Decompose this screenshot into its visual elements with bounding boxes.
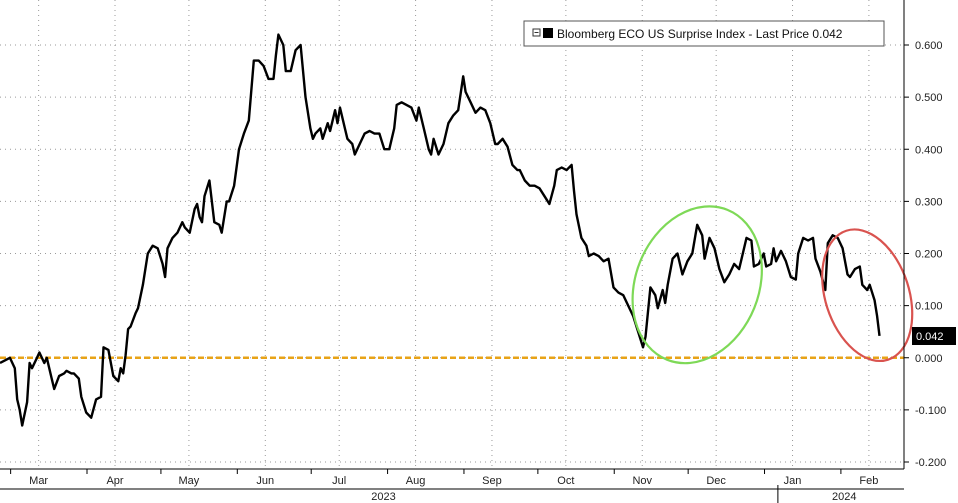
x-tick-label: Nov xyxy=(632,475,652,487)
legend: Bloomberg ECO US Surprise Index - Last P… xyxy=(523,20,885,47)
y-tick-label: 0.600 xyxy=(915,40,943,52)
y-tick-label: -0.100 xyxy=(915,405,946,417)
y-tick-label: 0.200 xyxy=(915,249,943,261)
x-tick-label: Mar xyxy=(29,475,48,487)
y-tick-label: -0.200 xyxy=(915,457,946,469)
grid xyxy=(0,0,904,469)
last-price-box xyxy=(912,327,956,345)
highlight-ellipse-green xyxy=(631,205,763,365)
y-tick-label: 0.500 xyxy=(915,92,943,104)
legend-swatch xyxy=(543,28,553,38)
y-tick-label: 0.400 xyxy=(915,144,943,156)
x-tick-label: Oct xyxy=(557,475,574,487)
annotation-layer xyxy=(631,205,914,365)
last-price-label: 0.042 xyxy=(916,331,944,343)
last-price-marker: 0.042 xyxy=(912,327,956,345)
x-tick-label: Jan xyxy=(784,475,802,487)
y-tick-label: 0.100 xyxy=(915,301,943,313)
x-tick-label: May xyxy=(179,475,200,487)
y-tick-label: 0.300 xyxy=(915,196,943,208)
x-year-label: 2023 xyxy=(371,491,395,503)
series-layer xyxy=(0,33,881,427)
y-tick-label: 0.000 xyxy=(915,353,943,365)
x-year-label: 2024 xyxy=(832,491,856,503)
highlight-ellipse-red xyxy=(821,228,914,363)
x-tick-label: Jun xyxy=(256,475,274,487)
x-tick-label: Aug xyxy=(406,475,426,487)
x-tick-label: Apr xyxy=(106,475,123,487)
legend-box xyxy=(523,20,885,47)
x-tick-label: Feb xyxy=(859,475,878,487)
series-line xyxy=(0,33,881,427)
x-tick-label: Sep xyxy=(482,475,502,487)
x-tick-label: Jul xyxy=(332,475,346,487)
x-tick-label: Dec xyxy=(706,475,726,487)
legend-label: Bloomberg ECO US Surprise Index - Last P… xyxy=(557,27,843,41)
